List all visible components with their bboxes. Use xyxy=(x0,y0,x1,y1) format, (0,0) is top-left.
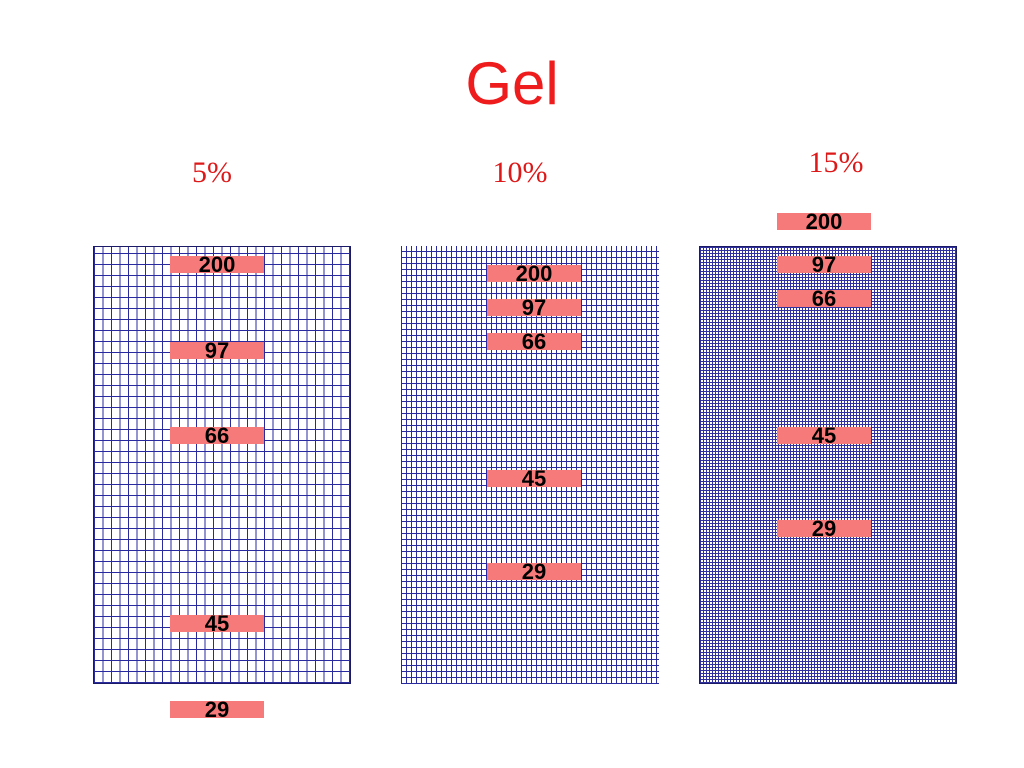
gel-10-band-66: 66 xyxy=(487,331,581,353)
gel-10-band-97: 97 xyxy=(487,297,581,319)
gel-15-percent-label: 15% xyxy=(808,146,864,179)
gel-5-band-200: 200 xyxy=(170,254,264,276)
gel-15-band-200: 200 xyxy=(777,211,871,233)
gel-10-band-29: 29 xyxy=(487,561,581,583)
gel-15-band-97: 97 xyxy=(777,254,871,276)
gel-10-band-45: 45 xyxy=(487,468,581,490)
gel-5-band-45: 45 xyxy=(170,613,264,635)
gel-10-percent-mesh xyxy=(401,246,659,684)
slide-title: Gel xyxy=(465,50,559,117)
gel-5-percent-label: 5% xyxy=(192,156,232,189)
gel-5-percent-mesh xyxy=(93,246,351,684)
gel-15-band-66: 66 xyxy=(777,288,871,310)
gel-5-band-97: 97 xyxy=(170,340,264,362)
gel-10-band-200: 200 xyxy=(487,263,581,285)
gel-15-band-29: 29 xyxy=(777,518,871,540)
gel-5-band-66: 66 xyxy=(170,425,264,447)
gel-5-band-29: 29 xyxy=(170,699,264,721)
gel-10-percent-label: 10% xyxy=(492,156,548,189)
gel-15-percent-mesh xyxy=(699,246,957,684)
gel-15-band-45: 45 xyxy=(777,425,871,447)
